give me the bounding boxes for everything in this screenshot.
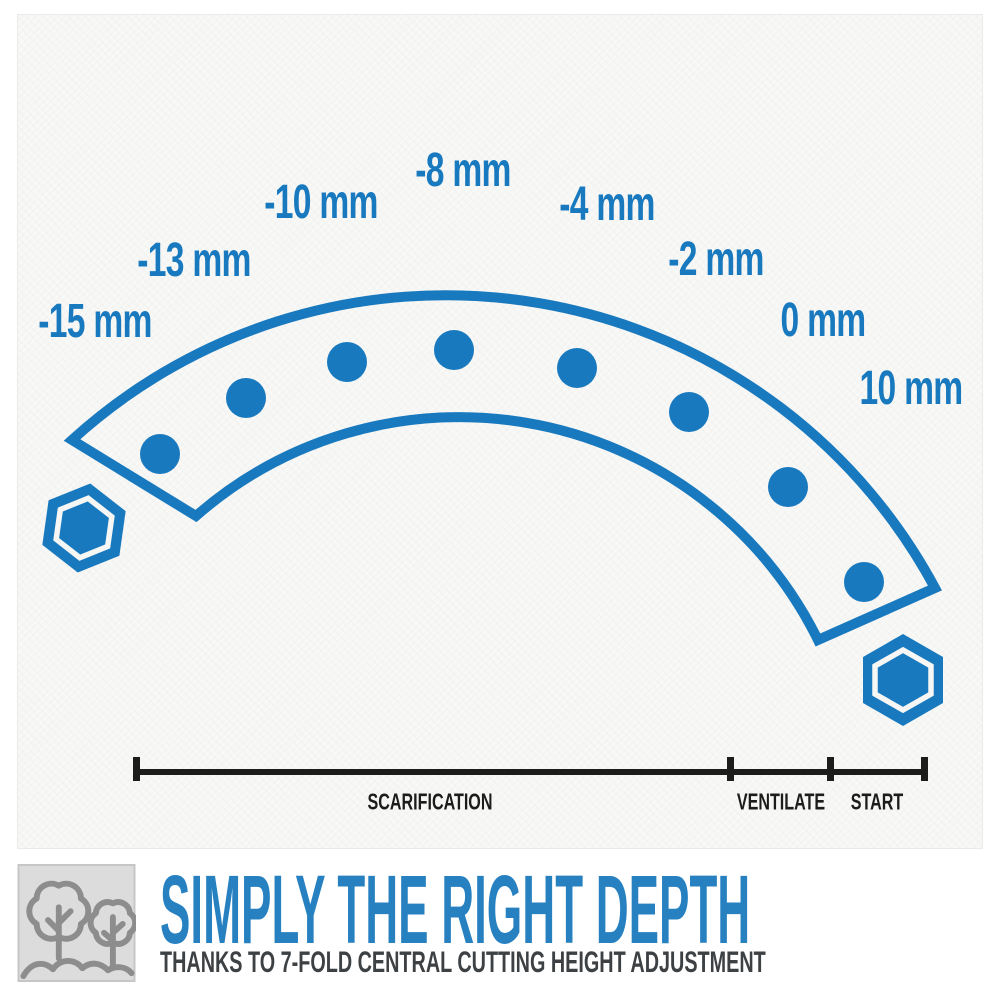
scale-tick <box>133 757 140 781</box>
depth-label: -15 mm <box>38 295 152 348</box>
depth-hole-dot <box>140 434 180 474</box>
trees-icon <box>17 864 136 982</box>
hex-bolt-icon <box>863 634 943 726</box>
headline: SIMPLY THE RIGHT DEPTH <box>160 855 751 964</box>
depth-hole-dot <box>557 348 597 388</box>
depth-hole-dot <box>226 378 266 418</box>
zone-label-scarification: SCARIFICATION <box>367 788 493 815</box>
zone-label-start: START <box>850 788 904 815</box>
depth-hole-dot <box>434 330 474 370</box>
depth-label: -2 mm <box>668 233 764 286</box>
subheadline: THANKS TO 7-FOLD CENTRAL CUTTING HEIGHT … <box>160 946 766 979</box>
tree-trunk-right <box>101 914 126 970</box>
scale-tick <box>921 757 928 781</box>
depth-label: 10 mm <box>859 362 964 415</box>
depth-hole-dot <box>768 467 808 507</box>
depth-hole-dots <box>140 330 884 602</box>
depth-hole-dot <box>844 562 884 602</box>
depth-hole-dot <box>327 342 367 382</box>
depth-label: 0 mm <box>780 294 867 347</box>
adjustment-arc-band <box>63 290 942 647</box>
hex-bolt-inner-outline <box>53 495 115 561</box>
hex-bolt-body <box>863 634 943 726</box>
depth-label: -4 mm <box>559 178 655 231</box>
depth-label: -8 mm <box>415 144 511 197</box>
depth-label: -10 mm <box>264 176 378 229</box>
scale-line <box>133 769 928 775</box>
hex-bolt-body <box>42 483 126 573</box>
scale-tick <box>727 757 734 781</box>
hex-bolt-icon <box>42 483 126 573</box>
depth-label: -13 mm <box>137 234 251 287</box>
hex-bolt-inner-outline <box>872 646 934 714</box>
depth-hole-dot <box>669 392 709 432</box>
ground-line <box>20 958 135 980</box>
dial-panel <box>17 14 983 849</box>
scale-tick <box>827 757 834 781</box>
tree-trunk-left <box>45 904 74 962</box>
zone-label-ventilate: VENTILATE <box>736 788 826 815</box>
